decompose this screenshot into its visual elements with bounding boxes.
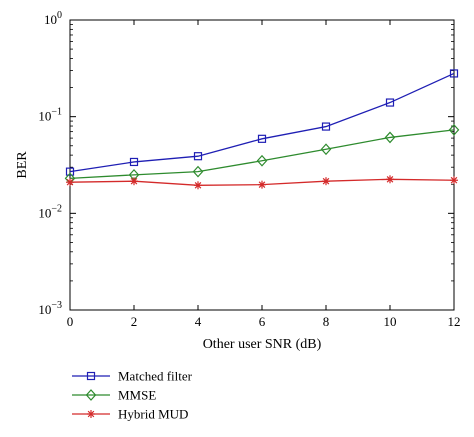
axis-ticks: 0 2 4 6 8 10 12 100 10−1 10−2 10−3 bbox=[38, 10, 460, 329]
x-axis-label: Other user SNR (dB) bbox=[203, 337, 322, 352]
data-point-hybrid-mud bbox=[194, 181, 202, 190]
x-tick-label: 2 bbox=[131, 314, 138, 329]
data-point-matched-filter bbox=[449, 69, 459, 78]
y-tick-label: 10−3 bbox=[38, 300, 62, 317]
data-point-matched-filter bbox=[193, 152, 203, 161]
legend-marker-hybrid-mud bbox=[87, 410, 95, 418]
x-tick-label: 8 bbox=[323, 314, 330, 329]
data-point-hybrid-mud bbox=[322, 177, 330, 186]
x-tick-label: 4 bbox=[195, 314, 202, 329]
data-point-matched-filter bbox=[65, 167, 75, 176]
x-tick-label: 12 bbox=[448, 314, 461, 329]
x-tick-label: 10 bbox=[384, 314, 397, 329]
data-point-mmse bbox=[192, 165, 204, 178]
data-point-hybrid-mud bbox=[130, 177, 138, 186]
y-tick-label: 100 bbox=[44, 10, 62, 27]
series-layer bbox=[64, 69, 460, 190]
data-point-mmse bbox=[256, 154, 268, 167]
data-point-hybrid-mud bbox=[258, 180, 266, 189]
data-point-mmse bbox=[384, 131, 396, 144]
y-axis-label: BER bbox=[15, 151, 30, 179]
y-tick-label: 10−1 bbox=[38, 107, 62, 124]
data-point-matched-filter bbox=[257, 134, 267, 143]
x-tick-label: 6 bbox=[259, 314, 266, 329]
series-line-mmse bbox=[69, 129, 455, 180]
data-point-mmse bbox=[320, 143, 332, 156]
series-line-matched-filter bbox=[69, 72, 455, 173]
legend-marker-mmse bbox=[85, 389, 97, 401]
data-point-mmse bbox=[448, 123, 460, 136]
legend-label-mmse: MMSE bbox=[118, 388, 156, 403]
legend: Matched filter MMSE Hybrid MUD bbox=[72, 369, 193, 422]
data-point-hybrid-mud bbox=[450, 176, 458, 185]
data-point-matched-filter bbox=[321, 122, 331, 131]
data-point-matched-filter bbox=[129, 157, 139, 167]
y-tick-label: 10−2 bbox=[38, 203, 62, 220]
data-point-hybrid-mud bbox=[386, 175, 394, 184]
x-tick-label: 0 bbox=[67, 314, 74, 329]
data-point-hybrid-mud bbox=[66, 178, 74, 187]
data-point-matched-filter bbox=[385, 98, 395, 107]
legend-label-matched-filter: Matched filter bbox=[118, 369, 193, 384]
legend-label-hybrid-mud: Hybrid MUD bbox=[118, 407, 188, 422]
legend-marker-matched-filter bbox=[86, 371, 96, 381]
